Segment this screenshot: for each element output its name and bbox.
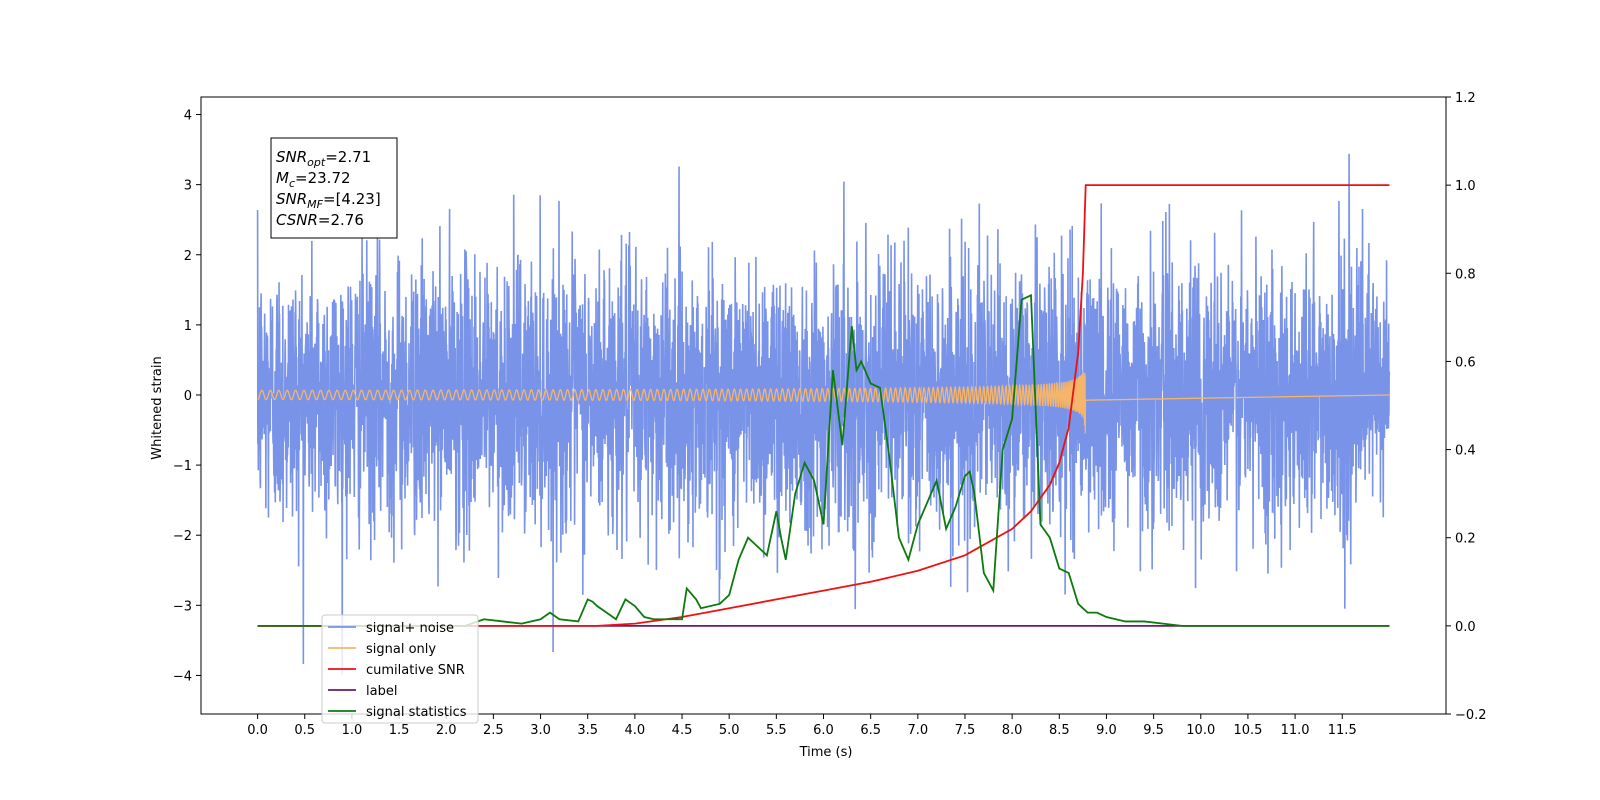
x-tick-label: 4.5 [672, 723, 693, 738]
legend-entry: signal only [366, 642, 436, 657]
x-tick-label: 7.5 [955, 723, 976, 738]
y-tick-label: 1 [184, 319, 192, 334]
y-tick-label: −4 [173, 669, 192, 684]
annotation-line: Mc=23.72 [276, 169, 351, 190]
y-tick-label: 3 [184, 179, 192, 194]
x-tick-label: 2.5 [483, 723, 504, 738]
x-tick-label: 1.5 [389, 723, 410, 738]
x-tick-label: 5.0 [719, 723, 740, 738]
x-tick-label: 6.0 [813, 723, 834, 738]
x-tick-label: 9.5 [1143, 723, 1164, 738]
legend-entry: cumilative SNR [366, 663, 465, 678]
y-tick-label: 0 [184, 389, 192, 404]
y-axis-label: Whitened strain [150, 356, 165, 459]
x-tick-label: 8.0 [1002, 723, 1023, 738]
x-tick-label: 6.5 [860, 723, 881, 738]
x-tick-label: 10.5 [1233, 723, 1262, 738]
x-tick-label: 11.5 [1328, 723, 1357, 738]
x-tick-label: 5.5 [766, 723, 787, 738]
x-tick-label: 3.5 [577, 723, 598, 738]
x-tick-label: 9.0 [1096, 723, 1117, 738]
x-tick-label: 7.0 [907, 723, 928, 738]
series-signal-statistics [257, 293, 1390, 627]
x-tick-label: 10.0 [1186, 723, 1215, 738]
series-signal-only [257, 371, 1390, 434]
y-right-tick-label: 1.0 [1455, 179, 1476, 194]
annotation-line: CSNR=2.76 [276, 211, 364, 229]
series-cumulative-snr [257, 184, 1390, 627]
annotation-line: SNRMF=[4.23] [276, 190, 381, 211]
legend-box [321, 614, 479, 724]
x-tick-label: 4.0 [625, 723, 646, 738]
y-tick-label: −2 [173, 529, 192, 544]
y-right-tick-label: 0.8 [1455, 267, 1476, 282]
y-right-tick-label: 0.4 [1455, 444, 1476, 459]
x-tick-label: 3.0 [530, 723, 551, 738]
annotation-line: SNRopt=2.71 [276, 148, 371, 169]
y-tick-label: 4 [184, 109, 192, 124]
x-tick-label: 0.0 [247, 723, 268, 738]
y-tick-label: 2 [184, 249, 192, 264]
legend: signal+ noise signal only cumilative SNR la… [321, 614, 479, 724]
series-signal-noise [256, 153, 1391, 675]
x-axis-label: Time (s) [799, 745, 853, 760]
legend-entry: signal+ noise [366, 621, 454, 636]
y-right-tick-label: −0.2 [1455, 708, 1487, 723]
x-tick-label: 8.5 [1049, 723, 1070, 738]
x-tick-label: 11.0 [1281, 723, 1310, 738]
annotation-box [270, 137, 398, 239]
x-tick-label: 2.0 [436, 723, 457, 738]
legend-entry: signal statistics [366, 705, 467, 720]
y-right-tick-label: 0.0 [1455, 620, 1476, 635]
x-tick-label: 0.5 [294, 723, 315, 738]
y-right-tick-label: 0.2 [1455, 532, 1476, 547]
y-tick-label: −3 [173, 599, 192, 614]
legend-entry: label [366, 684, 397, 699]
y-tick-label: −1 [173, 459, 192, 474]
y-right-tick-label: 0.6 [1455, 355, 1476, 370]
x-tick-label: 1.0 [342, 723, 363, 738]
axes: 0.0 0.5 1.0 1.5 2.0 2.5 3.0 3.5 4.0 4.5 5.0 5.5 6.0 6… [173, 91, 1487, 738]
y-right-tick-label: 1.2 [1455, 91, 1476, 106]
